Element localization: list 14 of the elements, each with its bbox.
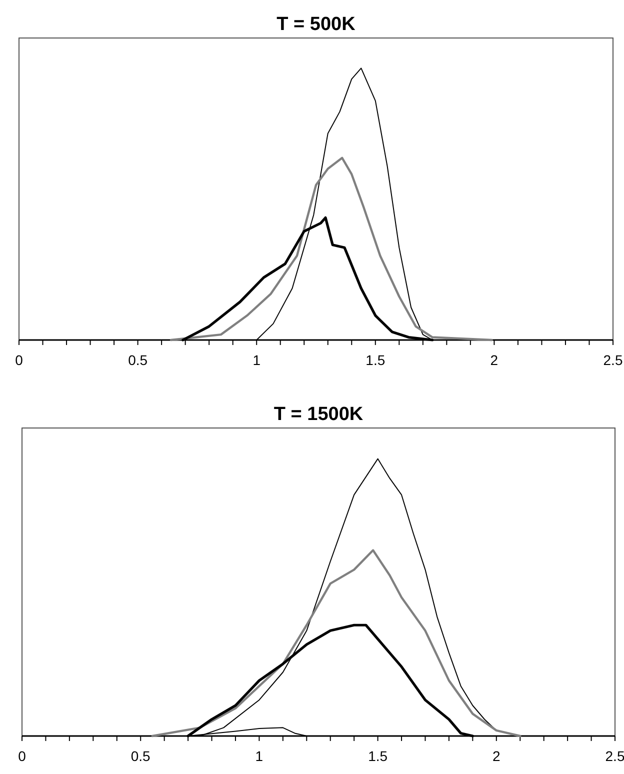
- x-tick-label: 1: [252, 352, 261, 368]
- x-tick-label: 2.5: [603, 352, 623, 368]
- x-tick-label: 2.5: [605, 748, 624, 764]
- x-tick-label: 0: [15, 352, 24, 368]
- x-tick-label: 0: [18, 748, 26, 764]
- x-tick-label: 2: [492, 748, 500, 764]
- chart-title: T = 500K: [276, 14, 356, 35]
- x-tick-label: 0.5: [130, 748, 151, 764]
- x-tick-label: 1.5: [368, 748, 388, 764]
- x-tick-label: 0.5: [128, 352, 148, 368]
- x-tick-label: 1.5: [366, 352, 386, 368]
- chart-title: T = 1500K: [274, 404, 364, 425]
- x-tick-label: 2: [490, 352, 498, 368]
- x-tick-label: 1: [255, 748, 264, 764]
